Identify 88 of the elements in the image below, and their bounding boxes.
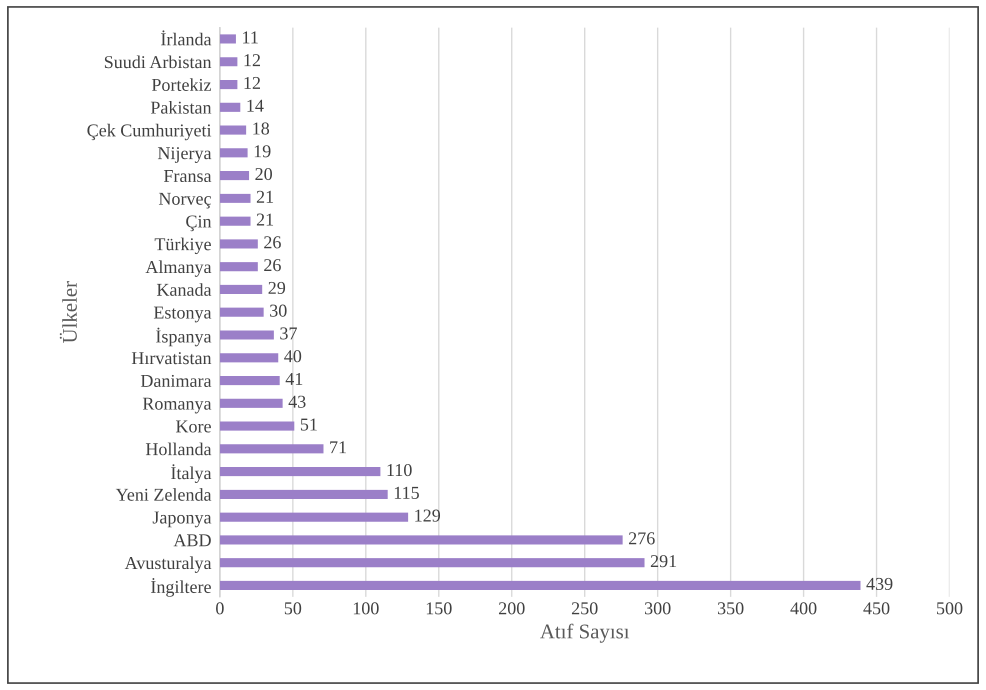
y-tick-label: ABD [174,534,211,546]
data-label: 291 [650,555,676,568]
data-label: 18 [253,122,270,135]
x-tick-label: 250 [572,602,598,614]
data-label: 37 [280,327,297,340]
y-tick-label: İtalya [171,464,212,483]
y-tick-label: Çek Cumhuriyeti [87,124,212,140]
x-tick-label: 450 [863,602,890,614]
data-label: 110 [388,464,412,476]
data-label: 21 [256,214,274,226]
bar [220,34,236,44]
data-label: 11 [243,31,258,44]
data-label: 40 [284,350,302,362]
x-tick-label: 0 [216,602,224,614]
bar [220,148,248,158]
data-label: 129 [415,510,440,522]
y-tick-label: Nijerya [158,147,212,163]
bar [220,308,264,317]
y-tick-label: Portekiz [152,78,212,91]
y-tick-label: Hollanda [146,442,212,456]
y-tick-label: Çin [186,215,212,232]
bar [220,216,251,226]
bar [220,353,278,362]
bar [220,422,294,431]
bar [220,102,240,112]
bar [220,444,324,454]
bar [220,398,283,408]
bar [220,558,645,568]
y-axis-title: Ülkeler [60,281,77,344]
x-tick-label: 150 [426,602,452,614]
y-tick-label: Kore [176,420,211,433]
data-label: 41 [286,372,302,385]
y-tick-label: Romanya [142,398,212,414]
x-tick-label: 300 [644,602,671,614]
bar [220,194,251,203]
bar [220,126,246,135]
y-tick-label: Fransa [164,170,212,182]
bar [220,467,380,476]
y-tick-label: İspanya [156,328,212,346]
y-tick-label: Estonya [154,306,212,322]
data-label: 21 [256,190,274,203]
data-label: 29 [268,282,286,294]
bar [220,284,262,294]
y-tick-label: Suudi Arbistan [104,55,212,68]
data-label: 14 [247,100,264,112]
data-label: 26 [264,236,281,248]
data-label: 276 [628,532,655,544]
bar [220,490,388,499]
y-tick-label: Avusturalya [124,556,212,573]
x-tick-label: 100 [354,602,379,614]
bar [220,239,258,248]
x-tick-label: 200 [498,602,525,614]
data-label: 71 [330,441,346,454]
bar [220,535,623,544]
y-tick-label: Türkiye [154,238,211,254]
data-label: 30 [270,304,287,317]
x-tick-label: 50 [284,602,302,614]
y-tick-label: Japonya [152,512,212,528]
y-tick-label: Pakistan [150,101,212,114]
y-tick-label: İngiltere [151,578,211,597]
data-label: 43 [288,396,306,408]
x-tick-label: 400 [790,602,816,614]
data-label: 12 [244,54,260,66]
y-tick-label: İrlanda [161,30,212,46]
data-label: 439 [866,578,892,590]
bar [220,80,238,90]
bar [220,580,860,590]
data-label: 19 [254,145,270,158]
y-tick-label: Yeni Zelenda [116,488,212,501]
bar [220,57,238,66]
y-tick-label: Kanada [156,283,212,296]
x-tick-label: 500 [937,602,962,614]
y-tick-label: Danimara [140,374,212,387]
data-label: 51 [300,418,317,431]
x-axis-title: Atıf Sayısı [540,624,630,643]
bar [220,171,250,180]
x-tick-label: 350 [718,602,744,614]
bar [220,330,274,340]
y-tick-label: Hırvatistan [132,352,212,364]
y-tick-label: Norveç [158,192,211,208]
y-tick-label: Almanya [146,260,212,277]
data-label: 26 [264,259,281,272]
bar [220,376,280,386]
data-label: 115 [394,486,419,499]
data-label: 20 [255,168,272,180]
data-label: 12 [244,76,260,89]
bar [220,512,408,522]
bar [220,262,258,272]
